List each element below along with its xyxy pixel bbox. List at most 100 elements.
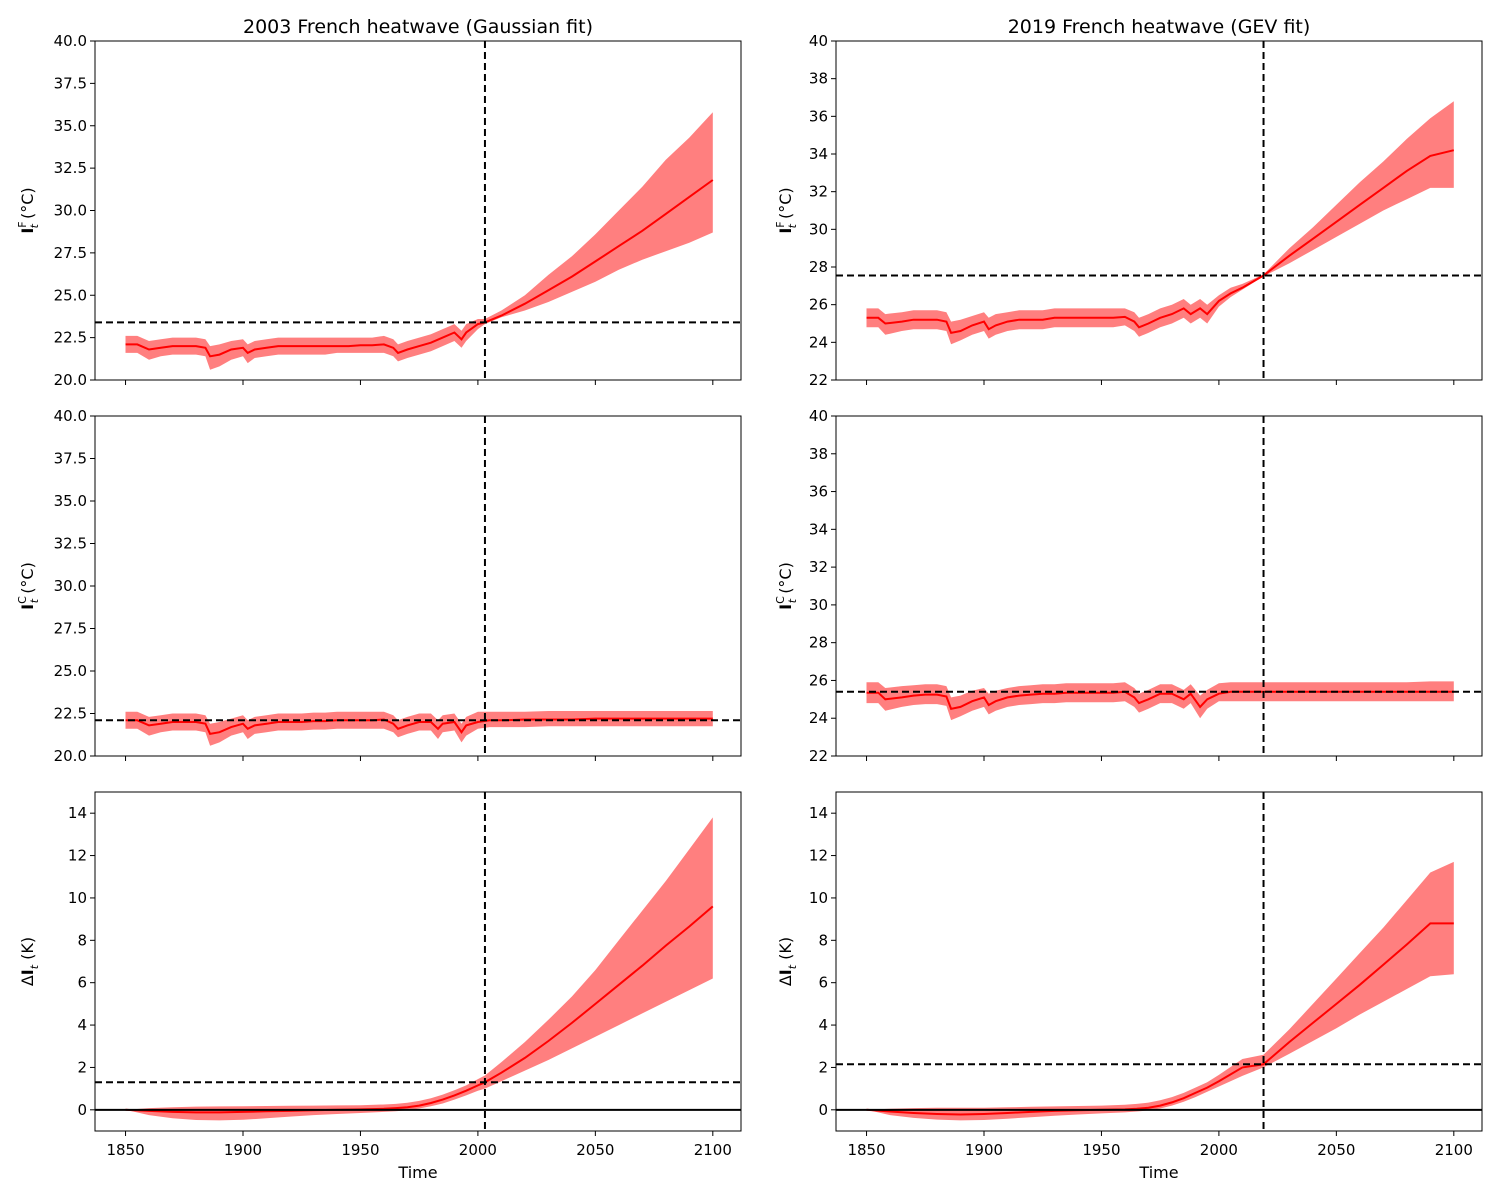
y-tick-label: 12 (68, 847, 87, 865)
x-tick-label: 2050 (1317, 1141, 1355, 1159)
plot-area (95, 41, 741, 380)
y-tick-label: 12 (809, 847, 828, 865)
x-tick-label: 1900 (965, 1141, 1003, 1159)
y-tick-label: 25.0 (54, 662, 87, 680)
chart-panel-3: 20.0 22.5 25.0 27.5 30.0 32.5 35.0 37.5 40.0 ICt … (16, 407, 742, 765)
y-tick-label: 32.5 (54, 159, 87, 177)
x-tick-label: 1950 (341, 1141, 379, 1159)
y-tick-label: 32.5 (54, 535, 87, 553)
x-tick-label: 2100 (1435, 1141, 1473, 1159)
y-tick-label: 22.5 (54, 705, 87, 723)
y-tick-label: 0 (77, 1101, 87, 1119)
y-tick-label: 26 (809, 296, 828, 314)
y-tick-label: 35.0 (54, 117, 87, 135)
x-tick-label: 1850 (847, 1141, 885, 1159)
series-line (866, 922, 1454, 1116)
chart-panel-1: 20.0 22.5 25.0 27.5 30.0 32.5 35.0 37.5 40.0 2003… (16, 16, 742, 389)
y-tick-label: 24 (809, 709, 828, 727)
y-tick-label: 40 (809, 407, 828, 425)
series-line (866, 149, 1455, 335)
series-line (125, 905, 714, 1114)
y-tick-label: 6 (77, 974, 87, 992)
x-tick-label: 1950 (1082, 1141, 1120, 1159)
y-tick-label: 22.5 (54, 329, 87, 347)
y-tick-label: 6 (818, 974, 828, 992)
axes-frame (835, 415, 1483, 757)
y-tick-label: 40 (809, 32, 828, 50)
y-axis-label: IFt (°C) (774, 187, 799, 233)
chart-panel-4: 22 24 26 28 30 32 34 36 38 40 ICt (°C) (774, 407, 1483, 765)
y-tick-label: 34 (809, 145, 828, 163)
y-axis-label: ICt (°C) (774, 562, 799, 610)
x-tick-label: 2100 (694, 1141, 732, 1159)
y-tick-label: 32 (809, 183, 828, 201)
chart-panel-6: 0 2 4 6 8 10 12 14 1850 1900 1950 2000 2050 2100 Time Δ… (776, 791, 1483, 1182)
y-tick-label: 32 (809, 558, 828, 576)
chart-panel-2: 22 24 26 28 30 32 34 36 38 40 2019 French heatwave… (774, 16, 1483, 389)
y-tick-label: 4 (818, 1016, 828, 1034)
y-tick-label: 35.0 (54, 492, 87, 510)
y-tick-label: 30 (809, 220, 828, 238)
y-axis-label: ICt (°C) (16, 562, 41, 610)
x-axis-label: Time (397, 1163, 437, 1182)
y-tick-label: 27.5 (54, 620, 87, 638)
plot-area (95, 416, 741, 756)
axes-frame (835, 40, 1483, 381)
y-tick-label: 2 (77, 1058, 87, 1076)
plot-area (95, 792, 741, 1131)
y-tick-label: 26 (809, 671, 828, 689)
confidence-band (866, 861, 1454, 1121)
plot-area (836, 416, 1482, 756)
y-tick-label: 2 (818, 1058, 828, 1076)
y-tick-label: 20.0 (54, 747, 87, 765)
y-tick-label: 10 (68, 889, 87, 907)
y-axis-label: ΔIt (K) (776, 937, 799, 986)
y-tick-label: 27.5 (54, 244, 87, 262)
plot-area (836, 792, 1482, 1131)
y-tick-label: 30 (809, 596, 828, 614)
y-tick-label: 37.5 (54, 74, 87, 92)
confidence-band (866, 681, 1454, 721)
x-axis-label: Time (1138, 1163, 1178, 1182)
y-tick-label: 36 (809, 107, 828, 125)
y-tick-label: 34 (809, 520, 828, 538)
plot-area (836, 41, 1482, 380)
y-tick-label: 38 (809, 70, 828, 88)
chart-panel-5: 0 2 4 6 8 10 12 14 1850 1900 1950 2000 2050 2100 Time Δ… (18, 791, 742, 1182)
x-tick-label: 2000 (1200, 1141, 1238, 1159)
x-tick-label: 1850 (106, 1141, 144, 1159)
y-tick-label: 38 (809, 445, 828, 463)
y-tick-label: 20.0 (54, 371, 87, 389)
y-axis-label: ΔIt (K) (18, 937, 41, 986)
confidence-band (866, 101, 1454, 345)
confidence-band (125, 711, 713, 746)
axes-frame (94, 791, 742, 1132)
y-tick-label: 22 (809, 371, 828, 389)
y-tick-label: 28 (809, 634, 828, 652)
axes-frame (835, 791, 1483, 1132)
y-tick-label: 0 (818, 1101, 828, 1119)
y-tick-label: 30.0 (54, 577, 87, 595)
y-tick-label: 37.5 (54, 450, 87, 468)
y-tick-label: 8 (818, 931, 828, 949)
y-tick-label: 8 (77, 931, 87, 949)
x-tick-label: 1900 (224, 1141, 262, 1159)
y-tick-label: 36 (809, 483, 828, 501)
y-tick-label: 14 (68, 804, 87, 822)
x-tick-label: 2000 (459, 1141, 497, 1159)
y-tick-label: 14 (809, 804, 828, 822)
y-tick-label: 30.0 (54, 202, 87, 220)
series-line (125, 179, 714, 358)
y-tick-label: 25.0 (54, 286, 87, 304)
y-tick-label: 28 (809, 258, 828, 276)
y-tick-label: 40.0 (54, 32, 87, 50)
confidence-band (125, 817, 713, 1121)
y-tick-label: 22 (809, 747, 828, 765)
x-tick-label: 2050 (576, 1141, 614, 1159)
y-tick-label: 4 (77, 1016, 87, 1034)
confidence-band (125, 112, 713, 370)
y-axis-label: IFt (°C) (16, 187, 41, 233)
chart-title: 2003 French heatwave (Gaussian fit) (243, 16, 593, 38)
chart-title: 2019 French heatwave (GEV fit) (1008, 16, 1311, 38)
